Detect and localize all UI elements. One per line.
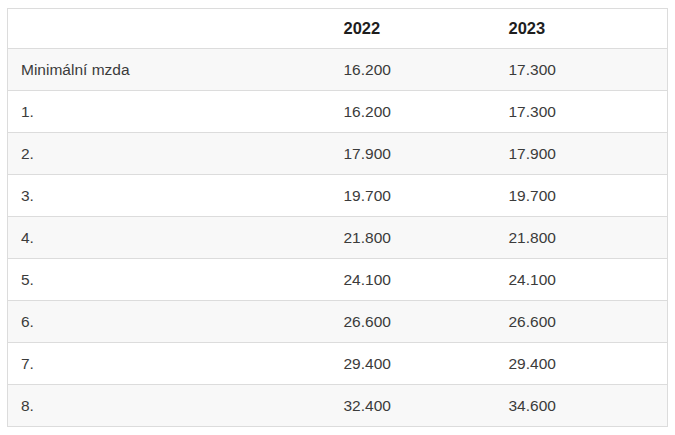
row-label: Minimální mzda (8, 49, 331, 91)
table-row-5: 5. 24.100 24.100 (8, 259, 668, 301)
header-row: 2022 2023 (8, 9, 668, 49)
value-2023: 19.700 (496, 175, 668, 217)
row-label: 8. (8, 385, 331, 427)
value-2022: 21.800 (331, 217, 496, 259)
table-row-3: 3. 19.700 19.700 (8, 175, 668, 217)
value-2022: 29.400 (331, 343, 496, 385)
header-cell-2022: 2022 (331, 9, 496, 49)
value-2023: 17.300 (496, 91, 668, 133)
wage-table: 2022 2023 Minimální mzda 16.200 17.300 1… (7, 8, 668, 427)
value-2023: 24.100 (496, 259, 668, 301)
row-label: 1. (8, 91, 331, 133)
value-2022: 26.600 (331, 301, 496, 343)
value-2023: 26.600 (496, 301, 668, 343)
row-label: 5. (8, 259, 331, 301)
value-2022: 16.200 (331, 49, 496, 91)
value-2023: 17.900 (496, 133, 668, 175)
table-row-4: 4. 21.800 21.800 (8, 217, 668, 259)
row-label: 2. (8, 133, 331, 175)
row-label: 3. (8, 175, 331, 217)
header-cell-empty (8, 9, 331, 49)
header-cell-2023: 2023 (496, 9, 668, 49)
row-label: 7. (8, 343, 331, 385)
table-row-6: 6. 26.600 26.600 (8, 301, 668, 343)
table-row-8: 8. 32.400 34.600 (8, 385, 668, 427)
value-2023: 21.800 (496, 217, 668, 259)
value-2022: 19.700 (331, 175, 496, 217)
value-2023: 17.300 (496, 49, 668, 91)
value-2023: 34.600 (496, 385, 668, 427)
value-2022: 17.900 (331, 133, 496, 175)
value-2022: 32.400 (331, 385, 496, 427)
value-2022: 24.100 (331, 259, 496, 301)
row-label: 4. (8, 217, 331, 259)
table-row-minimalni-mzda: Minimální mzda 16.200 17.300 (8, 49, 668, 91)
table-row-1: 1. 16.200 17.300 (8, 91, 668, 133)
page: 2022 2023 Minimální mzda 16.200 17.300 1… (0, 0, 675, 435)
table-row-2: 2. 17.900 17.900 (8, 133, 668, 175)
row-label: 6. (8, 301, 331, 343)
value-2022: 16.200 (331, 91, 496, 133)
table-row-7: 7. 29.400 29.400 (8, 343, 668, 385)
value-2023: 29.400 (496, 343, 668, 385)
